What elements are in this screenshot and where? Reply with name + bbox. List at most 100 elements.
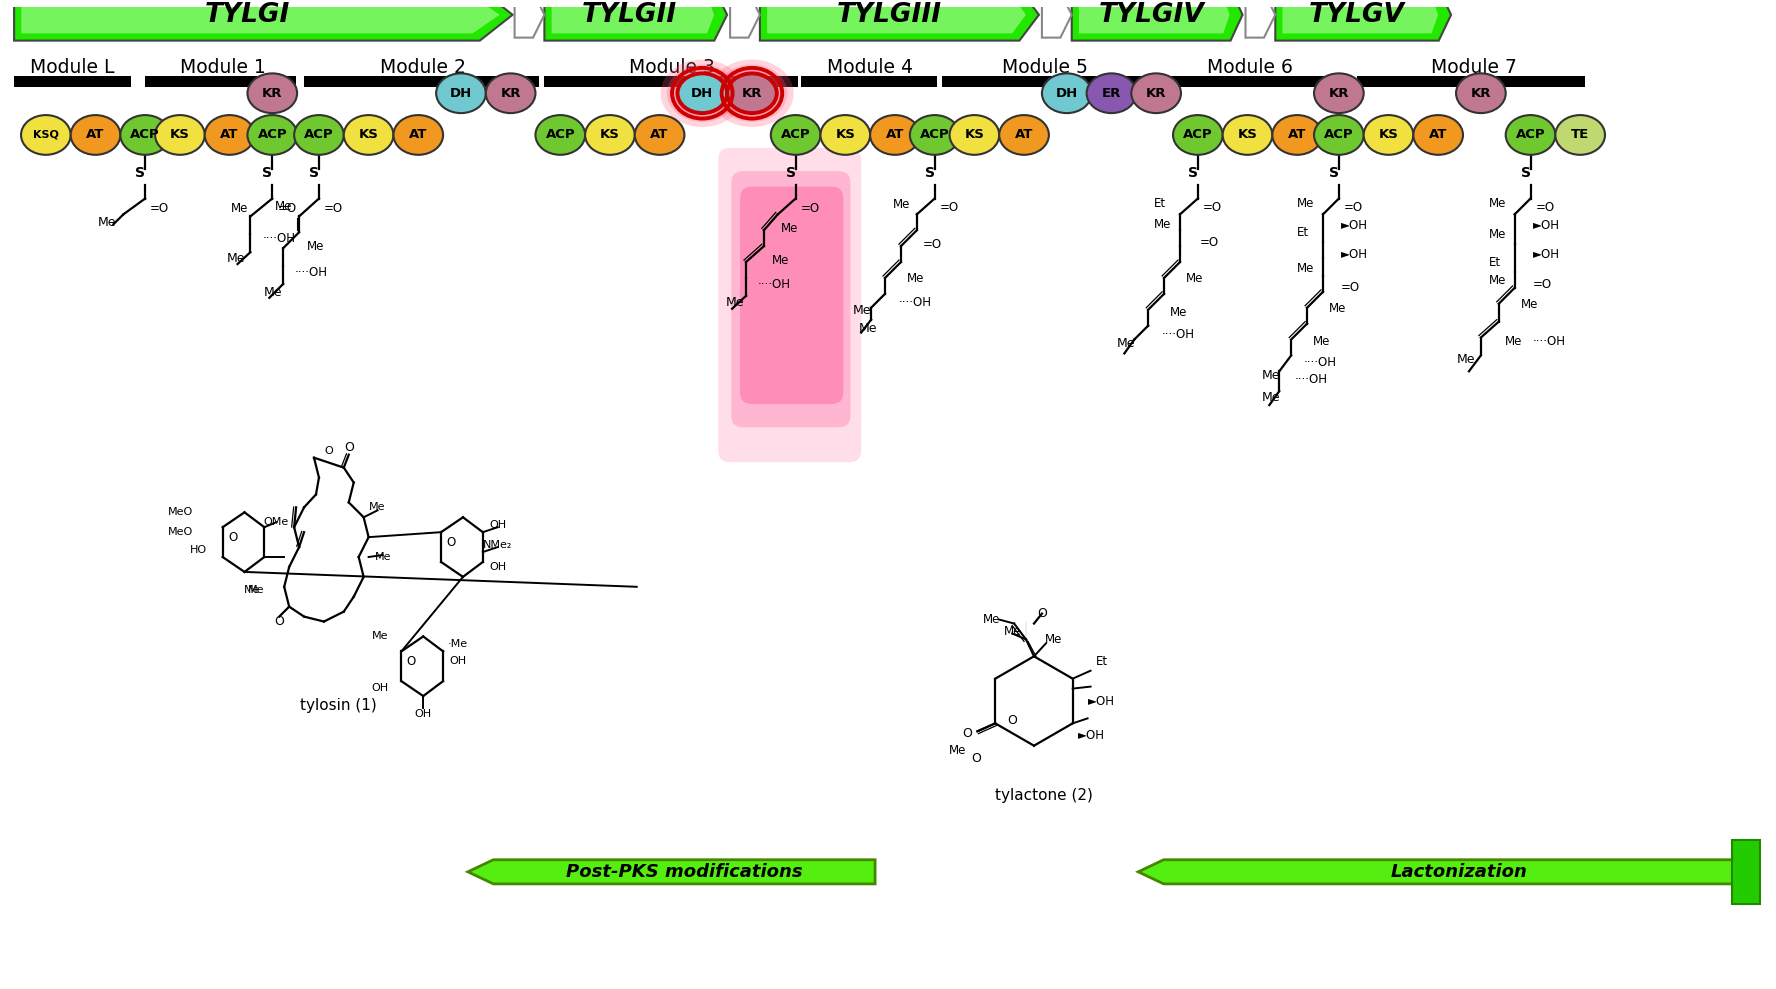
Text: S: S — [925, 165, 934, 180]
Bar — [146, 76, 297, 87]
Text: KR: KR — [1471, 87, 1492, 100]
Ellipse shape — [666, 64, 737, 122]
Text: MeO: MeO — [167, 507, 194, 517]
Text: Me: Me — [1170, 306, 1188, 318]
Text: ACP: ACP — [304, 129, 334, 141]
Polygon shape — [1275, 0, 1451, 41]
Text: AT: AT — [220, 129, 238, 141]
Text: tylosin (1): tylosin (1) — [300, 698, 377, 713]
Ellipse shape — [673, 69, 732, 117]
Ellipse shape — [535, 115, 584, 155]
Text: Me: Me — [243, 584, 261, 594]
Polygon shape — [14, 0, 513, 41]
Bar — [304, 76, 540, 87]
Text: Me: Me — [893, 199, 911, 212]
Text: MeO: MeO — [167, 527, 194, 537]
Polygon shape — [1080, 0, 1229, 34]
Text: Me: Me — [231, 203, 249, 216]
Ellipse shape — [821, 115, 870, 155]
Text: KS: KS — [359, 129, 378, 141]
Ellipse shape — [1414, 115, 1463, 155]
Polygon shape — [730, 0, 760, 38]
Ellipse shape — [634, 115, 684, 155]
Text: Module 4: Module 4 — [828, 58, 913, 77]
Text: ····OH: ····OH — [1295, 373, 1328, 387]
Ellipse shape — [247, 73, 297, 113]
Text: Me: Me — [227, 252, 245, 265]
Text: Module 1: Module 1 — [179, 58, 266, 77]
Text: AT: AT — [408, 129, 428, 141]
Text: ACP: ACP — [1325, 129, 1353, 141]
Text: O: O — [274, 615, 284, 628]
Text: S: S — [785, 165, 796, 180]
Text: ACP: ACP — [258, 129, 288, 141]
Text: Me: Me — [1328, 302, 1346, 315]
Text: Me: Me — [1154, 219, 1172, 231]
Text: Module 5: Module 5 — [1002, 58, 1089, 77]
Text: Me: Me — [249, 584, 265, 594]
Text: Me: Me — [982, 613, 1000, 626]
Ellipse shape — [204, 115, 254, 155]
Text: S: S — [135, 165, 146, 180]
Text: S: S — [1520, 165, 1531, 180]
Text: O: O — [1037, 607, 1046, 620]
Text: Me: Me — [908, 272, 924, 285]
Ellipse shape — [487, 73, 535, 113]
Text: TYLGIII: TYLGIII — [836, 2, 943, 28]
Ellipse shape — [870, 115, 920, 155]
Text: Module 2: Module 2 — [380, 58, 465, 77]
Text: AT: AT — [87, 129, 105, 141]
Text: Module 7: Module 7 — [1431, 58, 1517, 77]
Text: O: O — [407, 655, 416, 668]
Text: ACP: ACP — [781, 129, 810, 141]
Text: Lactonization: Lactonization — [1391, 862, 1527, 881]
Text: Me: Me — [1312, 335, 1330, 348]
FancyBboxPatch shape — [741, 187, 844, 405]
Text: Me: Me — [375, 552, 392, 562]
Text: Me: Me — [1003, 625, 1021, 638]
Text: KR: KR — [501, 87, 520, 100]
Text: Me: Me — [852, 304, 872, 316]
Text: ····OH: ····OH — [1304, 356, 1337, 369]
Ellipse shape — [950, 115, 1000, 155]
Text: Me: Me — [1296, 262, 1314, 275]
Text: Me: Me — [726, 296, 744, 309]
Bar — [1357, 76, 1586, 87]
Polygon shape — [545, 0, 726, 41]
Ellipse shape — [1456, 73, 1506, 113]
Text: KR: KR — [1328, 87, 1350, 100]
Ellipse shape — [1556, 115, 1606, 155]
Text: S: S — [1328, 165, 1339, 180]
Ellipse shape — [726, 73, 776, 113]
Text: KR: KR — [1146, 87, 1167, 100]
Text: ►OH: ►OH — [1341, 248, 1368, 261]
Text: DH: DH — [1055, 87, 1078, 100]
Text: Me: Me — [1296, 198, 1314, 211]
Text: ····OH: ····OH — [263, 232, 295, 245]
Text: ·Me: ·Me — [448, 640, 469, 650]
Bar — [1732, 840, 1760, 904]
Text: AT: AT — [1014, 129, 1034, 141]
Ellipse shape — [1364, 115, 1414, 155]
Ellipse shape — [1314, 115, 1364, 155]
Text: TYLGI: TYLGI — [204, 2, 289, 28]
Ellipse shape — [716, 64, 787, 122]
Text: O: O — [1007, 714, 1018, 727]
Text: =O: =O — [940, 202, 959, 215]
Text: Module L: Module L — [30, 58, 115, 77]
Ellipse shape — [394, 115, 442, 155]
Text: OH: OH — [488, 562, 506, 572]
Text: AT: AT — [1430, 129, 1447, 141]
Ellipse shape — [437, 73, 487, 113]
Polygon shape — [1138, 859, 1755, 884]
Text: KS: KS — [964, 129, 984, 141]
Ellipse shape — [247, 115, 297, 155]
Text: O: O — [227, 531, 238, 544]
FancyBboxPatch shape — [732, 171, 851, 427]
Text: TYLGIV: TYLGIV — [1098, 2, 1204, 28]
Ellipse shape — [771, 115, 821, 155]
Text: Me: Me — [1488, 274, 1506, 287]
Ellipse shape — [1087, 73, 1137, 113]
Text: KS: KS — [1238, 129, 1257, 141]
Text: Me: Me — [860, 321, 877, 334]
